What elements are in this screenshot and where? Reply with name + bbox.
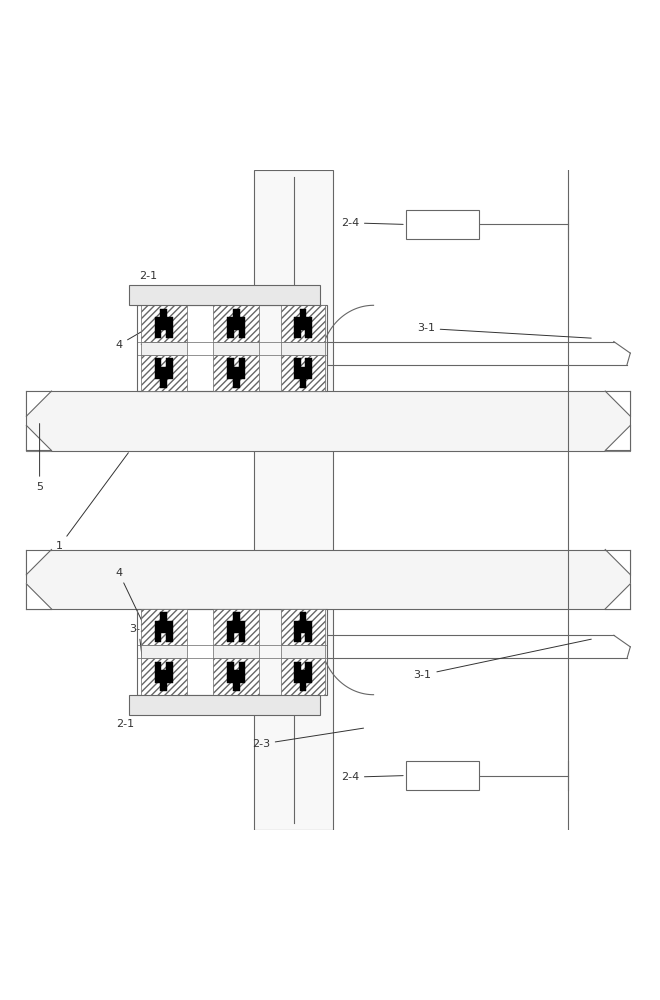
- Bar: [233, 367, 240, 388]
- Bar: [280, 609, 325, 645]
- Polygon shape: [605, 391, 630, 416]
- Bar: [239, 317, 246, 338]
- Text: 3-2: 3-2: [129, 624, 148, 663]
- Text: 4: 4: [115, 330, 145, 350]
- Bar: [160, 367, 167, 388]
- Text: 5: 5: [36, 424, 43, 492]
- Bar: [166, 358, 173, 379]
- Bar: [294, 662, 301, 683]
- Bar: [233, 670, 240, 691]
- Bar: [166, 662, 173, 683]
- Bar: [137, 609, 327, 695]
- Bar: [213, 609, 259, 645]
- Bar: [154, 621, 161, 642]
- Bar: [406, 761, 478, 790]
- Bar: [227, 621, 234, 642]
- Bar: [160, 309, 167, 330]
- Polygon shape: [605, 550, 630, 575]
- Bar: [280, 355, 325, 391]
- Bar: [160, 670, 167, 691]
- Text: 1: 1: [56, 453, 129, 551]
- Bar: [280, 645, 325, 658]
- Bar: [227, 662, 234, 683]
- Polygon shape: [605, 425, 630, 450]
- Bar: [129, 285, 320, 305]
- Bar: [300, 670, 306, 691]
- Bar: [280, 305, 325, 342]
- Bar: [141, 658, 187, 695]
- Bar: [213, 305, 259, 342]
- Text: 6: 6: [144, 645, 158, 682]
- Bar: [154, 317, 161, 338]
- Text: 2-1: 2-1: [116, 706, 153, 729]
- Polygon shape: [605, 584, 630, 609]
- Bar: [154, 358, 161, 379]
- Bar: [213, 355, 259, 391]
- Polygon shape: [26, 550, 51, 575]
- Bar: [213, 645, 259, 658]
- Polygon shape: [26, 584, 51, 609]
- Bar: [213, 658, 259, 695]
- Bar: [166, 621, 173, 642]
- Text: 2-3: 2-3: [251, 728, 364, 749]
- Bar: [227, 317, 234, 338]
- Bar: [300, 367, 306, 388]
- Bar: [213, 342, 259, 355]
- Text: 2-4: 2-4: [341, 218, 403, 228]
- Bar: [294, 317, 301, 338]
- Bar: [300, 612, 306, 633]
- Text: 2-4: 2-4: [341, 772, 403, 782]
- Bar: [254, 170, 333, 830]
- Bar: [305, 662, 312, 683]
- Bar: [406, 210, 478, 239]
- Polygon shape: [26, 425, 51, 450]
- Bar: [137, 305, 327, 391]
- Bar: [227, 358, 234, 379]
- Bar: [280, 658, 325, 695]
- Bar: [233, 612, 240, 633]
- Bar: [280, 342, 325, 355]
- Bar: [305, 358, 312, 379]
- Text: 2-1: 2-1: [139, 271, 158, 293]
- Bar: [160, 612, 167, 633]
- Text: 4: 4: [115, 568, 146, 629]
- Bar: [294, 358, 301, 379]
- Bar: [154, 662, 161, 683]
- Text: 3-2: 3-2: [139, 336, 158, 347]
- Bar: [305, 621, 312, 642]
- Bar: [294, 621, 301, 642]
- Bar: [166, 317, 173, 338]
- Bar: [141, 342, 187, 355]
- Text: 3-1: 3-1: [416, 323, 591, 338]
- Polygon shape: [26, 391, 51, 416]
- Bar: [233, 309, 240, 330]
- Bar: [141, 645, 187, 658]
- Bar: [305, 317, 312, 338]
- Bar: [141, 305, 187, 342]
- Bar: [239, 621, 246, 642]
- Bar: [141, 355, 187, 391]
- Bar: [26, 391, 630, 450]
- Bar: [129, 695, 320, 714]
- Bar: [239, 358, 246, 379]
- Text: 3-1: 3-1: [413, 639, 591, 680]
- Bar: [26, 550, 630, 609]
- Bar: [141, 609, 187, 645]
- Bar: [239, 662, 246, 683]
- Text: 6: 6: [145, 364, 158, 382]
- Bar: [300, 309, 306, 330]
